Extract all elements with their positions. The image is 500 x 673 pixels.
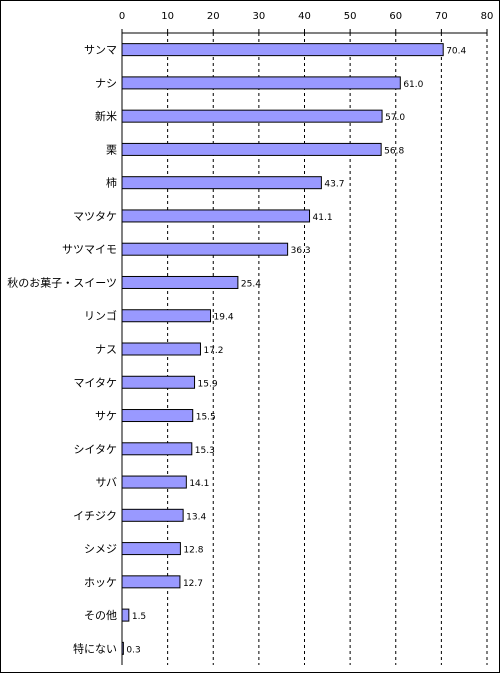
bar: [121, 275, 239, 289]
bar: [121, 176, 322, 190]
bar: [121, 608, 130, 622]
value-label: 15.9: [198, 379, 218, 389]
x-tick-label: 20: [207, 11, 220, 22]
x-tick-label: 80: [481, 11, 494, 22]
value-label: 57.0: [385, 113, 405, 123]
value-label: 36.3: [291, 246, 311, 256]
category-label: ナス: [95, 343, 117, 356]
category-label: マツタケ: [73, 210, 117, 223]
x-axis-ticks: 0 10 20 30 40 50 60 70 80: [119, 11, 494, 34]
bar: [121, 409, 194, 423]
value-label: 1.5: [132, 612, 146, 622]
value-label: 19.4: [214, 313, 234, 323]
value-label: 13.4: [186, 512, 206, 522]
category-label: 柿: [106, 176, 117, 190]
category-label: ホッケ: [84, 576, 117, 589]
value-label: 70.4: [446, 47, 466, 57]
bars: [121, 43, 444, 655]
category-label: シメジ: [84, 543, 117, 556]
bar: [121, 209, 311, 223]
bar: [121, 475, 187, 489]
value-label: 41.1: [313, 213, 333, 223]
value-label: 0.3: [126, 645, 140, 655]
category-label: 新米: [95, 109, 117, 123]
category-label: 特にない: [73, 641, 117, 655]
category-labels: サンマナシ新米栗柿マツタケサツマイモ秋のお菓子・スイーツリンゴナスマイタケサケシ…: [7, 44, 117, 656]
x-tick-label: 60: [389, 11, 402, 22]
x-tick-label: 40: [298, 11, 311, 22]
value-label: 25.4: [241, 279, 261, 289]
bar: [121, 542, 181, 556]
value-label: 43.7: [324, 180, 344, 190]
value-label: 12.7: [183, 579, 203, 589]
bar: [121, 575, 181, 589]
category-label: リンゴ: [84, 309, 117, 323]
bar: [121, 309, 212, 323]
category-label: シイタケ: [73, 443, 117, 456]
x-tick-label: 70: [435, 11, 448, 22]
category-label: サンマ: [84, 44, 117, 57]
value-label: 56.8: [384, 146, 404, 156]
category-label: 秋のお菓子・スイーツ: [7, 275, 117, 289]
category-label: サツマイモ: [62, 243, 117, 256]
bar: [121, 76, 401, 90]
category-label: イチジク: [73, 509, 117, 522]
bar: [121, 442, 193, 456]
category-label: 栗: [106, 143, 117, 156]
category-label: ナシ: [95, 77, 117, 90]
bar: [121, 109, 383, 123]
bar: [121, 242, 289, 256]
value-label: 14.1: [189, 479, 209, 489]
value-label: 61.0: [403, 80, 423, 90]
value-label: 15.3: [195, 446, 215, 456]
category-label: サバ: [95, 476, 117, 489]
bar: [121, 43, 444, 57]
bar: [121, 375, 196, 389]
value-label: 12.8: [183, 546, 203, 556]
bar: [121, 508, 184, 522]
category-label: マイタケ: [73, 376, 117, 389]
category-label: その他: [84, 609, 117, 622]
bar: [121, 142, 382, 156]
value-label: 17.2: [203, 346, 223, 356]
x-tick-label: 50: [344, 11, 357, 22]
x-tick-label: 30: [253, 11, 266, 22]
x-tick-label: 0: [119, 11, 125, 22]
value-labels: 70.4 61.0 57.0 56.8 43.7 41.1 36.3 25.4 19.4 17.2…: [126, 47, 466, 656]
x-tick-label: 10: [161, 11, 174, 22]
category-label: サケ: [95, 410, 117, 423]
value-label: 15.5: [196, 413, 216, 423]
bar: [121, 342, 201, 356]
